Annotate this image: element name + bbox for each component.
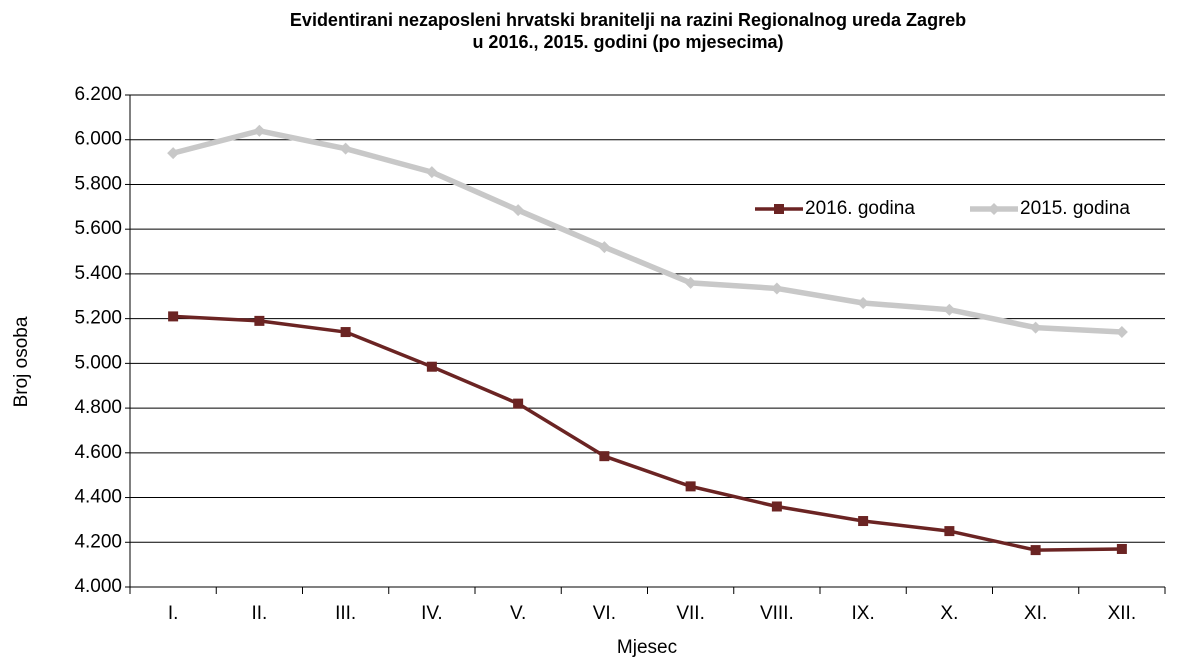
x-axis-label: Mjesec: [617, 637, 677, 658]
y-tick-label: 5.600: [74, 218, 122, 239]
chart-title: Evidentirani nezaposleni hrvatski branit…: [290, 10, 966, 30]
x-tick-label: VIII.: [760, 603, 794, 624]
x-tick-label: XI.: [1024, 603, 1047, 624]
x-tick-label: II.: [251, 603, 267, 624]
y-axis-label: Broj osoba: [11, 316, 32, 407]
marker: [339, 142, 352, 155]
marker: [771, 501, 782, 512]
x-tick-label: IX.: [852, 603, 875, 624]
marker: [858, 516, 869, 527]
x-tick-label: IV.: [421, 603, 443, 624]
x-tick-label: I.: [168, 603, 179, 624]
marker: [685, 481, 696, 492]
marker: [426, 361, 437, 372]
marker: [167, 147, 180, 160]
y-tick-label: 5.800: [74, 173, 122, 194]
marker: [857, 296, 870, 309]
y-tick-label: 6.000: [74, 129, 122, 150]
marker: [254, 315, 265, 326]
x-tick-label: III.: [335, 603, 356, 624]
marker: [988, 203, 1000, 215]
legend-label: 2015. godina: [1020, 198, 1130, 219]
x-tick-label: VII.: [676, 603, 705, 624]
marker: [1029, 321, 1042, 334]
x-tick-label: V.: [510, 603, 526, 624]
y-tick-label: 4.800: [74, 397, 122, 418]
x-tick-label: XII.: [1108, 603, 1137, 624]
marker: [598, 241, 611, 254]
marker: [599, 451, 610, 462]
x-tick-label: X.: [940, 603, 958, 624]
marker: [253, 124, 266, 137]
y-tick-label: 6.200: [74, 84, 122, 105]
marker: [774, 204, 784, 214]
y-tick-label: 4.200: [74, 531, 122, 552]
y-tick-label: 4.000: [74, 576, 122, 597]
marker: [512, 204, 525, 217]
marker: [1030, 545, 1041, 556]
x-tick-label: VI.: [593, 603, 616, 624]
marker: [340, 327, 351, 338]
y-tick-label: 4.600: [74, 442, 122, 463]
y-tick-label: 5.400: [74, 263, 122, 284]
marker: [1115, 326, 1128, 339]
marker: [168, 311, 179, 322]
series-line: [172, 128, 1123, 335]
marker: [425, 166, 438, 179]
marker: [1116, 543, 1127, 554]
marker: [684, 276, 697, 289]
y-tick-label: 4.400: [74, 487, 122, 508]
marker: [943, 303, 956, 316]
legend-label: 2016. godina: [805, 198, 915, 219]
y-tick-label: 5.200: [74, 308, 122, 329]
y-tick-label: 5.000: [74, 352, 122, 373]
marker: [944, 526, 955, 537]
marker: [770, 282, 783, 295]
series-line: [173, 314, 1122, 552]
marker: [513, 398, 524, 409]
chart-title: u 2016., 2015. godini (po mjesecima): [472, 32, 783, 52]
